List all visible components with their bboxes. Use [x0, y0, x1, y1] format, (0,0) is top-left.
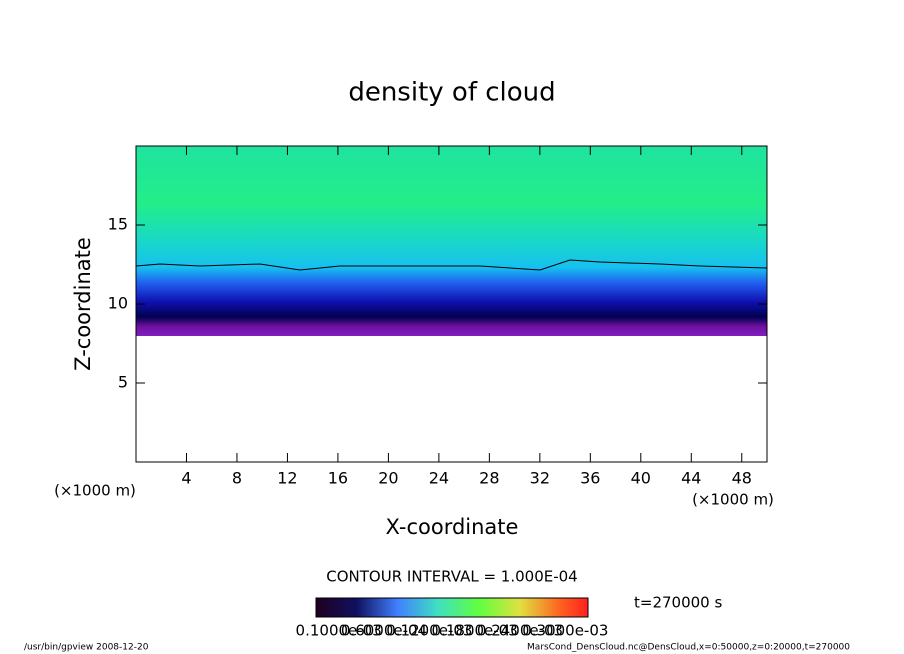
y-axis-label: Z-coordinate [71, 237, 95, 371]
x-tick-label: 20 [378, 469, 398, 488]
x-tick-label: 40 [631, 469, 651, 488]
time-label: t=270000 s [634, 594, 722, 612]
x-unit: (×1000 m) [692, 491, 774, 509]
colorbar-label: 0.6000e-04 [341, 622, 427, 640]
x-tick-label: 36 [580, 469, 600, 488]
x-tick-label: 44 [681, 469, 701, 488]
x-tick-label: 8 [232, 469, 242, 488]
x-tick-label: 24 [429, 469, 449, 488]
contour-interval: CONTOUR INTERVAL = 1.000E-04 [326, 568, 577, 586]
colorbar-label: 0.2400e-03 [477, 622, 563, 640]
footer-left: /usr/bin/gpview 2008-12-20 [24, 643, 149, 653]
x-tick-label: 32 [530, 469, 550, 488]
y-tick-label: 15 [108, 215, 128, 234]
colorbar-label: 0.1200e-03 [386, 622, 472, 640]
colorbar-label: 0.3000e-03 [522, 622, 608, 640]
y-tick-label: 10 [108, 294, 128, 313]
x-axis-label: X-coordinate [386, 515, 519, 539]
y-unit: (×1000 m) [54, 482, 136, 500]
cloud-field [136, 146, 767, 336]
x-tick-label: 16 [328, 469, 348, 488]
x-tick-label: 48 [732, 469, 752, 488]
chart-title: density of cloud [348, 78, 555, 108]
y-tick-label: 5 [118, 373, 128, 392]
x-tick-label: 12 [277, 469, 297, 488]
x-tick-label: 28 [479, 469, 499, 488]
footer-right: MarsCond_DensCloud.nc@DensCloud,x=0:5000… [527, 643, 850, 653]
colorbar-labels: 0.1000e-030.6000e-040.1200e-030.1800e-03… [296, 622, 609, 640]
colorbar [315, 597, 589, 618]
colorbar-label: 0.1000e-03 [296, 622, 382, 640]
colorbar-label: 0.1800e-03 [432, 622, 518, 640]
contour-line [135, 259, 768, 271]
x-tick-label: 4 [181, 469, 191, 488]
